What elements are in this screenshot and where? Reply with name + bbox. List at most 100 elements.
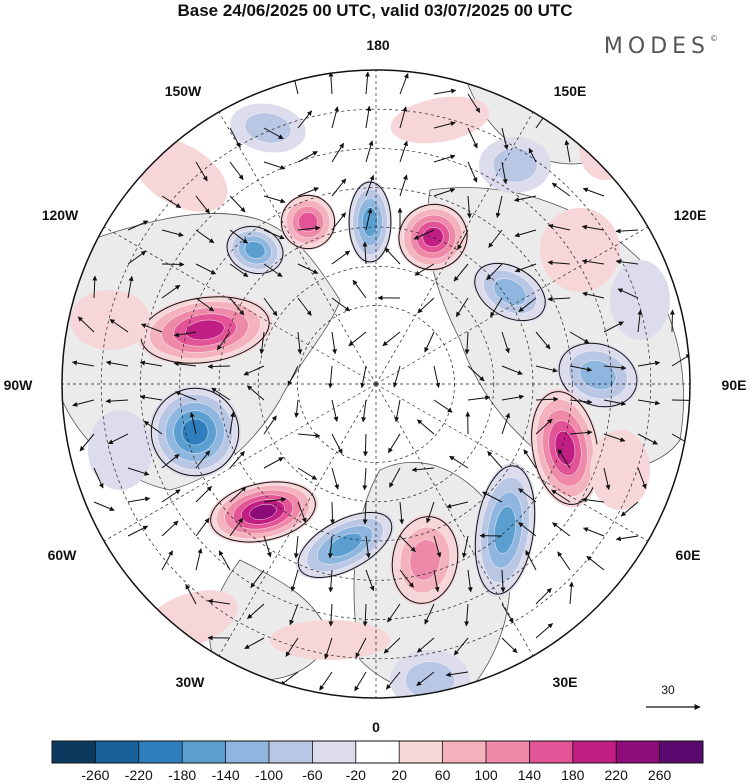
wind-vector — [637, 309, 643, 333]
meridian-line — [375, 111, 534, 385]
meridian-line — [375, 226, 649, 385]
wind-vector — [72, 399, 95, 407]
wind-vector — [331, 142, 345, 163]
geopotential-contour — [531, 391, 599, 505]
wind-vector — [161, 261, 185, 267]
wind-vector — [535, 418, 553, 435]
wind-vector — [617, 288, 639, 299]
wind-vector — [297, 263, 319, 274]
wind-vector — [501, 394, 525, 401]
wind-vector — [189, 412, 197, 435]
wind-vector — [161, 195, 182, 209]
wind-vector — [362, 603, 368, 627]
wind-vector — [92, 275, 98, 299]
longitude-label: 30E — [553, 674, 578, 690]
wind-vector — [518, 522, 537, 537]
wind-vector — [467, 365, 485, 382]
meridian-line — [218, 383, 377, 657]
wind-vector — [467, 395, 491, 401]
wind-vector — [263, 161, 286, 170]
wind-vector — [354, 671, 367, 692]
wind-vector — [525, 550, 537, 571]
wind-vector — [195, 161, 208, 182]
wind-vector — [413, 229, 435, 240]
wind-vector — [211, 387, 231, 401]
wind-vector — [433, 365, 441, 388]
wind-vector — [229, 127, 241, 148]
colorbar-swatch — [52, 741, 96, 763]
geopotential-contour — [150, 387, 240, 477]
wind-vector — [324, 637, 333, 660]
wind-vector — [399, 140, 408, 163]
wind-vector — [547, 260, 571, 266]
wind-vector — [464, 331, 470, 355]
colorbar-swatch — [486, 741, 530, 763]
wind-vector — [289, 603, 299, 626]
wind-vector — [328, 569, 334, 593]
wind-vector — [467, 161, 478, 183]
wind-vector — [365, 569, 375, 592]
anomaly-center-2 — [397, 202, 469, 272]
wind-vector — [71, 360, 95, 367]
wind-vector — [195, 297, 215, 312]
wind-vector — [77, 316, 95, 333]
wind-vector — [207, 598, 231, 605]
anomaly-contour — [579, 120, 631, 180]
longitude-label: 90E — [722, 377, 747, 393]
wind-vector — [173, 331, 197, 338]
wind-vector — [637, 360, 661, 367]
colorbar-tick-label: -20 — [346, 767, 366, 783]
wind-vector — [433, 121, 456, 129]
wind-vector — [229, 229, 249, 244]
wind-vector — [195, 263, 217, 275]
wind-vector — [433, 569, 440, 593]
wind-vector — [263, 229, 285, 240]
geopotential-contour — [348, 181, 392, 263]
wind-vector — [583, 527, 605, 537]
wind-vector — [586, 555, 605, 571]
wind-vector — [362, 467, 368, 491]
wind-vector — [297, 297, 312, 316]
wind-vector — [514, 195, 537, 203]
wind-vector — [582, 291, 605, 299]
wind-vector — [319, 671, 333, 691]
colorbar-swatch — [399, 741, 443, 763]
anomaly-contour — [590, 430, 650, 510]
wind-vector — [455, 297, 469, 318]
wind-vector — [501, 127, 509, 150]
wind-vector — [551, 182, 571, 197]
wind-vector — [466, 195, 472, 219]
wind-vector — [394, 399, 401, 423]
wind-vector — [387, 433, 401, 454]
wind-vector — [331, 250, 351, 265]
wind-vector — [293, 535, 299, 559]
wind-vector — [185, 584, 197, 605]
wind-vector — [501, 637, 518, 654]
wind-vector — [669, 309, 675, 333]
wind-vector — [464, 603, 470, 627]
longitude-label: 60E — [676, 547, 701, 563]
wind-vector — [365, 71, 371, 95]
wind-vector — [263, 297, 278, 317]
longitude-label: 180 — [366, 37, 390, 53]
wind-vector — [501, 365, 523, 375]
wind-vector — [327, 535, 333, 559]
wind-vector — [453, 263, 469, 282]
anomaly-center-18 — [610, 260, 670, 340]
meridian-line — [103, 383, 377, 542]
wind-vector — [365, 535, 371, 559]
wind-vector — [127, 250, 147, 265]
wind-vector — [433, 154, 456, 163]
wind-vector — [297, 433, 321, 439]
anomaly-contour — [390, 96, 490, 144]
anomaly-contour — [181, 418, 209, 446]
wind-vector — [581, 224, 605, 231]
wind-vector — [416, 637, 435, 653]
colorbar-swatch — [138, 741, 183, 763]
longitude-labels: 180 150E 120E 90E 60E 30E 0 30W 60W 90W 120W 150W — [4, 37, 747, 735]
wind-vector — [514, 229, 537, 238]
wind-vector — [416, 419, 435, 435]
wind-vector — [603, 365, 627, 371]
wind-vector — [424, 603, 435, 625]
